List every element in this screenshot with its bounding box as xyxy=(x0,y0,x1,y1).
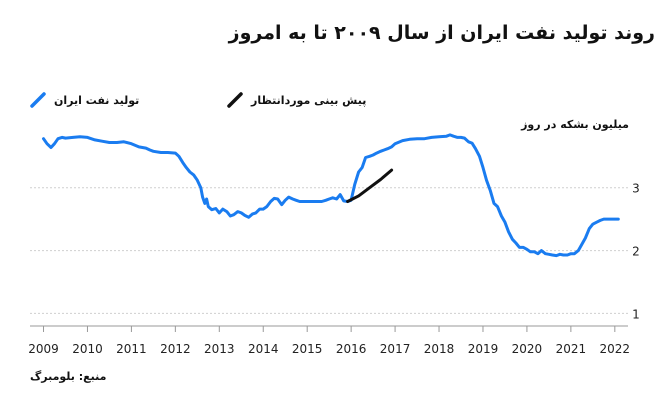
x-tick-label-2018: 2018 xyxy=(424,342,455,356)
y-tick-label-1: 1 xyxy=(632,307,640,321)
x-tick-label-2011: 2011 xyxy=(116,342,147,356)
x-tick-label-2017: 2017 xyxy=(380,342,411,356)
legend-swatch-production xyxy=(30,92,46,108)
x-tick-label-2010: 2010 xyxy=(72,342,103,356)
x-tick-label-2009: 2009 xyxy=(28,342,59,356)
legend-swatch-production-line xyxy=(30,92,46,108)
source-note: منبع: بلومبرگ xyxy=(30,370,107,383)
legend-label-production: تولید نفت ایران xyxy=(54,93,140,107)
y-tick-label-3: 3 xyxy=(632,182,640,196)
x-tick-label-2014: 2014 xyxy=(248,342,279,356)
legend-item-forecast: پیش بینی موردانتظار xyxy=(227,90,366,110)
series-line-forecast xyxy=(346,168,394,203)
chart-title: روند تولید نفت ایران از سال ۲۰۰۹ تا به ا… xyxy=(228,22,655,44)
legend-label-forecast: پیش بینی موردانتظار xyxy=(251,93,367,107)
x-tick-label-2012: 2012 xyxy=(160,342,191,356)
x-tick-label-2016: 2016 xyxy=(336,342,367,356)
x-tick-label-2013: 2013 xyxy=(204,342,235,356)
legend-swatch-forecast-line xyxy=(227,92,243,108)
legend-item-production: تولید نفت ایران xyxy=(30,90,139,110)
x-tick-label-2022: 2022 xyxy=(600,342,631,356)
legend-swatch-forecast xyxy=(227,92,243,108)
y-tick-label-2: 2 xyxy=(632,245,640,259)
y-axis-unit-label: میلیون بشکه در روز xyxy=(521,118,629,131)
x-tick-label-2021: 2021 xyxy=(556,342,587,356)
x-tick-label-2019: 2019 xyxy=(468,342,499,356)
series-line-production xyxy=(42,133,620,258)
x-tick-label-2020: 2020 xyxy=(512,342,543,356)
x-tick-label-2015: 2015 xyxy=(292,342,323,356)
